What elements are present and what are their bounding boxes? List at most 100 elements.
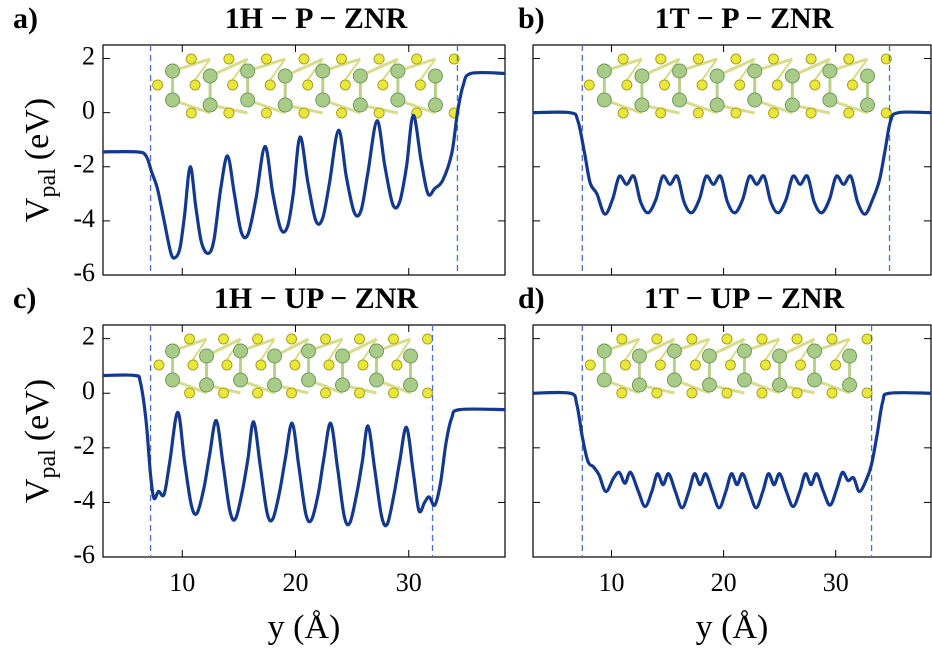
atom [298, 53, 310, 65]
x-tick-label: 20 [711, 568, 737, 597]
atom [354, 333, 366, 345]
atom [772, 377, 788, 393]
atom [822, 63, 838, 79]
panel-label: c) [13, 282, 36, 315]
atom [843, 53, 855, 65]
atom [634, 68, 650, 84]
y-tick-label: 0 [82, 376, 95, 405]
atom [617, 53, 629, 65]
atom [352, 68, 368, 84]
atom [747, 92, 763, 108]
atom [165, 372, 181, 388]
atom [692, 107, 704, 119]
atom [289, 359, 301, 371]
atom [448, 53, 460, 65]
x-tick-label: 10 [598, 568, 624, 597]
atom [734, 79, 746, 91]
atom [336, 107, 348, 119]
y-tick-label: -6 [73, 258, 95, 287]
atom [880, 107, 892, 119]
atom [689, 359, 701, 371]
atom [621, 79, 633, 91]
atom [709, 97, 725, 113]
x-tick-label: 10 [169, 568, 195, 597]
atom [373, 107, 385, 119]
atom [846, 79, 858, 91]
atom [807, 372, 823, 388]
atom [784, 68, 800, 84]
atom [403, 377, 419, 393]
atom [696, 79, 708, 91]
panel-title: 1T − P − ZNR [655, 2, 834, 35]
axes-box [102, 44, 506, 276]
y-tick-label: -2 [73, 431, 95, 460]
atom [686, 333, 698, 345]
atom [658, 79, 670, 91]
atom [619, 359, 631, 371]
atom [267, 348, 283, 364]
atom [805, 107, 817, 119]
atom [596, 92, 612, 108]
atom [651, 387, 663, 399]
potential-line [102, 70, 506, 260]
atom [747, 63, 763, 79]
atom [672, 63, 688, 79]
panel-label: d) [518, 282, 545, 315]
atom [709, 68, 725, 84]
y-tick-label: 2 [82, 41, 95, 70]
atom [153, 359, 165, 371]
atom [218, 333, 230, 345]
atom [795, 359, 807, 371]
atom [165, 343, 181, 359]
atom [809, 79, 821, 91]
atom [701, 348, 717, 364]
atom [298, 107, 310, 119]
x-tick-label: 20 [283, 568, 309, 597]
atom [218, 387, 230, 399]
atom [771, 79, 783, 91]
atom [724, 359, 736, 371]
atom [736, 343, 752, 359]
structure-illustration [152, 53, 460, 119]
atom [339, 79, 351, 91]
y-axis-label-unit: (eV) [19, 379, 56, 441]
atom [596, 343, 612, 359]
atom [616, 333, 628, 345]
atom [772, 348, 788, 364]
atom [759, 359, 771, 371]
atom [596, 372, 612, 388]
atom [302, 79, 314, 91]
panel-label: a) [13, 2, 38, 35]
atom [184, 387, 196, 399]
atom [655, 53, 667, 65]
atom [583, 79, 595, 91]
y-tick-label: -4 [73, 485, 95, 514]
atom [264, 79, 276, 91]
atom [286, 333, 298, 345]
atom [223, 107, 235, 119]
atom [165, 92, 181, 108]
atom [654, 359, 666, 371]
y-tick-label: -2 [73, 150, 95, 179]
atom [826, 333, 838, 345]
panel-label: b) [518, 2, 545, 35]
y-axis-label-unit: (eV) [19, 98, 56, 160]
atom [596, 63, 612, 79]
atom [692, 53, 704, 65]
atom [260, 53, 272, 65]
axes-box [532, 44, 932, 276]
atom [403, 348, 419, 364]
atom [805, 53, 817, 65]
atom [842, 377, 858, 393]
atom [335, 348, 351, 364]
atom [315, 63, 331, 79]
atom [686, 387, 698, 399]
panel-title: 1T − UP − ZNR [644, 282, 845, 315]
atom [721, 333, 733, 345]
atom [323, 359, 335, 371]
atom [830, 359, 842, 371]
atom [672, 92, 688, 108]
atom [756, 333, 768, 345]
atom [233, 343, 249, 359]
y-axis-label-main: V [19, 197, 56, 222]
